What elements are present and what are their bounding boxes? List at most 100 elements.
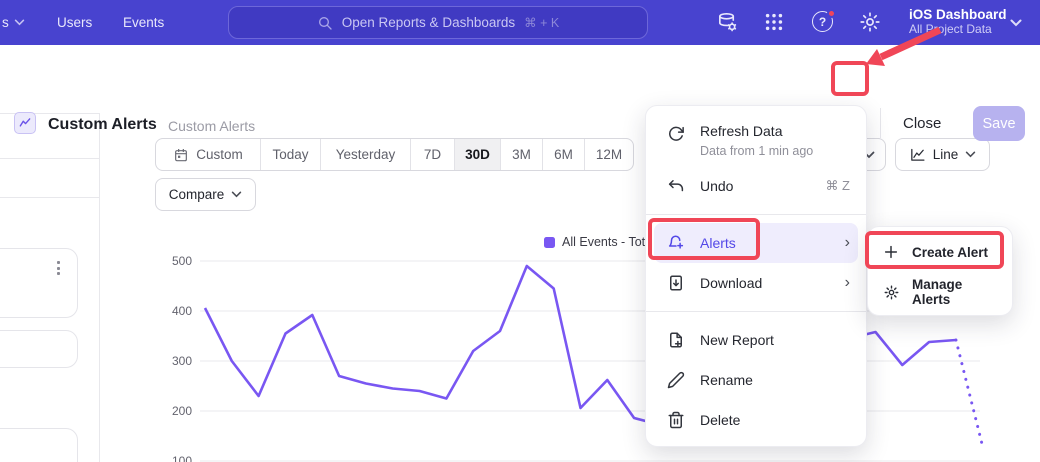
kebab-menu-icon[interactable] (52, 258, 64, 278)
sidebar-card[interactable] (0, 428, 78, 462)
range-label: 7D (424, 147, 441, 162)
menu-item-refresh-data[interactable]: Refresh Data Data from 1 min ago (646, 114, 866, 166)
apps-grid-icon[interactable] (763, 11, 785, 33)
breadcrumb: Custom Alerts (168, 118, 255, 134)
trash-icon (666, 411, 686, 429)
chart-type-dropdown[interactable]: Line (895, 138, 990, 171)
menu-item-label: New Report (700, 332, 774, 348)
menu-item-new-report[interactable]: New Report (646, 320, 866, 360)
range-label: 3M (512, 147, 531, 162)
submenu-item-create-alert[interactable]: Create Alert (868, 232, 1012, 272)
menu-divider (646, 214, 866, 215)
chevron-down-icon (965, 151, 976, 158)
compare-dropdown[interactable]: Compare (155, 178, 256, 211)
submenu-item-label: Create Alert (912, 245, 988, 260)
range-today[interactable]: Today (260, 139, 320, 170)
chevron-down-icon (14, 19, 25, 26)
sidebar-card[interactable] (0, 330, 78, 368)
y-axis-tick: 100 (158, 454, 192, 462)
project-scope: All Project Data (909, 22, 1007, 36)
submenu-item-manage-alerts[interactable]: Manage Alerts (868, 272, 1012, 312)
y-axis-tick: 400 (158, 304, 192, 318)
save-button[interactable]: Save (973, 106, 1025, 141)
range-30d-selected[interactable]: 30D (454, 139, 500, 170)
y-axis-tick: 500 (158, 254, 192, 268)
search-placeholder: Open Reports & Dashboards (342, 15, 515, 30)
nav-item-cut[interactable]: s (2, 0, 9, 45)
project-switcher[interactable]: iOS Dashboard All Project Data (909, 7, 1007, 36)
range-12m[interactable]: 12M (584, 139, 633, 170)
bell-plus-icon (666, 234, 686, 252)
gear-icon (882, 284, 900, 301)
menu-item-label: Download (700, 275, 831, 291)
menu-item-label: Refresh Data (700, 123, 782, 139)
y-axis-tick: 300 (158, 354, 192, 368)
refresh-status-text: Data from 1 min ago (700, 144, 813, 158)
line-chart-icon (909, 146, 926, 163)
range-label: Today (272, 147, 308, 162)
nav-label: Events (123, 15, 164, 30)
nav-item-events[interactable]: Events (123, 0, 164, 45)
question-glyph: ? (819, 15, 826, 29)
nav-label: Users (57, 15, 92, 30)
data-management-icon[interactable] (716, 11, 739, 34)
pencil-icon (666, 371, 686, 389)
submenu-item-label: Manage Alerts (912, 277, 998, 307)
header-divider (880, 108, 881, 138)
menu-item-download[interactable]: Download › (646, 263, 866, 303)
notification-dot (827, 9, 836, 18)
legend-swatch-icon (544, 237, 555, 248)
chevron-right-icon: › (845, 275, 850, 291)
download-file-icon (666, 274, 686, 292)
range-label: 6M (554, 147, 573, 162)
app-window: 500 400 300 200 100 All Events - Total Custo… (0, 0, 1040, 462)
calendar-icon (173, 147, 189, 163)
menu-item-delete[interactable]: Delete (646, 400, 866, 440)
shortcut-label: ⌘ Z (825, 178, 850, 194)
range-custom[interactable]: Custom (156, 139, 260, 170)
page-title: Custom Alerts (48, 116, 157, 134)
nav-cut-label: s (2, 15, 9, 30)
range-label: 30D (465, 147, 490, 162)
search-icon (317, 15, 333, 31)
alerts-submenu: Create Alert Manage Alerts (867, 226, 1013, 316)
chart-legend[interactable]: All Events - Total (544, 235, 655, 249)
sidebar-border (99, 113, 100, 462)
range-label: Yesterday (336, 147, 396, 162)
undo-icon (666, 177, 686, 195)
more-options-menu: Refresh Data Data from 1 min ago Undo ⌘ … (645, 105, 867, 447)
chevron-down-icon (1010, 19, 1022, 27)
menu-item-alerts[interactable]: Alerts › (654, 223, 858, 263)
range-label: 12M (596, 147, 622, 162)
sidebar-divider (0, 197, 99, 198)
close-button[interactable]: Close (903, 115, 941, 132)
y-axis-tick: 200 (158, 404, 192, 418)
menu-item-rename[interactable]: Rename (646, 360, 866, 400)
menu-item-label: Alerts (700, 235, 831, 251)
sidebar-card[interactable] (0, 248, 78, 318)
nav-item-users[interactable]: Users (57, 0, 92, 45)
global-search-input[interactable]: Open Reports & Dashboards ⌘ + K (228, 6, 648, 39)
project-name: iOS Dashboard (909, 7, 1007, 22)
menu-item-label: Rename (700, 372, 753, 388)
date-range-selector: Custom Today Yesterday 7D 30D 3M 6M 12M (155, 138, 634, 171)
chevron-right-icon: › (845, 235, 850, 251)
range-7d[interactable]: 7D (410, 139, 454, 170)
report-header: Custom Alerts Custom Alerts GV Duplicate… (0, 45, 1040, 105)
range-6m[interactable]: 6M (542, 139, 584, 170)
menu-divider (646, 311, 866, 312)
line-chart-icon (18, 116, 32, 130)
menu-item-label: Delete (700, 412, 740, 428)
settings-gear-icon[interactable] (858, 10, 882, 34)
report-icon (14, 112, 36, 134)
search-shortcut: ⌘ + K (524, 15, 559, 30)
plus-icon (882, 244, 900, 260)
range-yesterday[interactable]: Yesterday (320, 139, 410, 170)
sidebar-divider (0, 158, 99, 159)
top-navbar: s Users Events Open Reports & Dashboards… (0, 0, 1040, 45)
menu-item-undo[interactable]: Undo ⌘ Z (646, 166, 866, 206)
help-icon[interactable]: ? (812, 11, 833, 32)
menu-item-label: Undo (700, 178, 811, 194)
range-label: Custom (196, 147, 243, 162)
range-3m[interactable]: 3M (500, 139, 542, 170)
